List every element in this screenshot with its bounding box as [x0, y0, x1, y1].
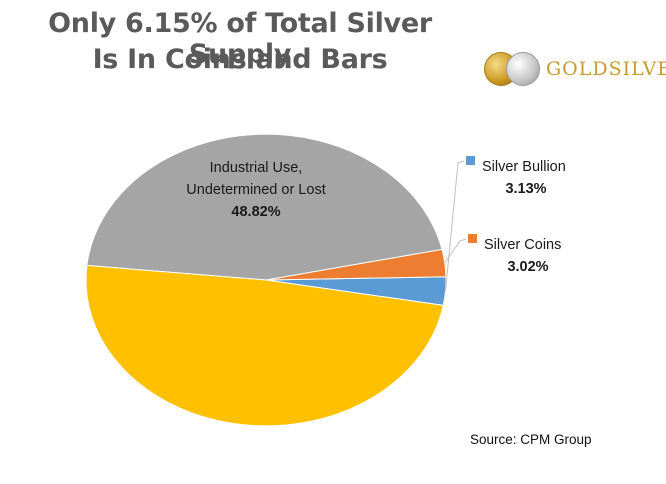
slice-value-label: 48.82% — [231, 204, 280, 220]
legend-key — [468, 234, 477, 243]
slice-name-label: Industrial Use, — [210, 160, 303, 176]
slice-value-label: 3.02% — [507, 259, 548, 275]
slice-name-label: Undetermined or Lost — [186, 182, 325, 198]
chart-title-line-2: Is In Coins and Bars — [92, 44, 388, 75]
slice-name-label: Silver Bullion — [482, 159, 566, 175]
logo-text: GOLDSILVER — [546, 58, 666, 80]
chart-title-line-1: Only 6.15% of Total Silver Supply — [48, 8, 432, 70]
leader-line — [444, 238, 467, 264]
goldsilver-logo: GOLDSILVER — [484, 50, 666, 90]
silver-coin-icon — [506, 52, 540, 86]
source-note: Source: CPM Group — [470, 432, 592, 447]
legend-key — [466, 156, 475, 165]
pie-slice — [85, 264, 444, 427]
pie-slice — [86, 133, 443, 281]
slice-value-label: 3.13% — [505, 181, 546, 197]
leader-line — [445, 160, 465, 292]
slice-name-label: Silver Coins — [484, 237, 561, 253]
